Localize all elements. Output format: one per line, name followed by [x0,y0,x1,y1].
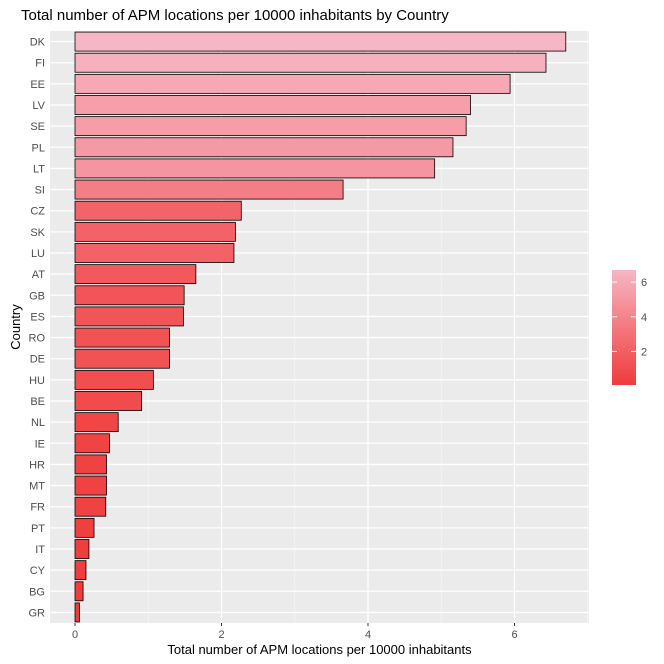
bar-gr [74,602,80,623]
y-tick-label: LV [32,100,45,112]
y-tick-label: DK [30,37,46,49]
y-tick-label: RO [29,333,46,345]
y-tick-label: LT [33,163,45,175]
y-tick-label: IE [35,438,45,450]
y-tick-label: FI [35,58,45,70]
y-tick-label: AT [32,269,46,281]
x-tick-label: 0 [72,629,78,641]
y-tick-label: MT [29,481,45,493]
y-tick-label: EE [30,79,45,91]
legend-tick-label: 6 [641,277,647,289]
y-tick-label: IT [35,544,45,556]
bar-sk [74,221,236,242]
bar-es [74,306,184,327]
bar-at [74,264,197,285]
bar-ee [74,73,511,94]
bar-cz [74,200,242,221]
y-tick-label: BG [29,586,45,598]
y-tick-label: CY [30,565,46,577]
y-tick-label: CZ [30,206,45,218]
bar-fi [74,52,547,73]
x-tick-label: 2 [218,629,224,641]
y-tick-label: PT [31,523,45,535]
chart-title: Total number of APM locations per 10000 … [21,7,449,24]
y-tick-label: BE [30,396,45,408]
y-tick-label: HU [29,375,45,387]
x-tick-label: 6 [511,629,517,641]
bar-se [74,116,467,137]
bar-gb [74,285,185,306]
y-tick-label: HR [29,459,45,471]
legend-tick-label: 2 [641,346,647,358]
legend-colorbar [612,270,636,385]
bars [74,31,567,623]
bar-lt [74,158,436,179]
bar-de [74,348,170,369]
x-axis-title: Total number of APM locations per 10000 … [167,642,472,657]
bar-ie [74,433,110,454]
y-tick-label: SI [35,185,45,197]
bar-hr [74,454,107,475]
y-tick-label: PL [32,142,45,154]
y-tick-label: LU [31,248,45,260]
bar-mt [74,475,107,496]
x-tick-label: 4 [365,629,371,641]
y-tick-label: DE [30,354,45,366]
bar-pt [74,517,95,538]
y-tick-labels: DK FI EE LV SE PL LT SI CZ SK LU AT GB ES RO DE HU BE NL IE… [29,37,46,620]
y-tick-label: ES [30,311,45,323]
y-axis-title: Country [8,304,23,350]
bar-bg [74,581,84,602]
bar-it [74,539,90,559]
bar-lv [74,95,471,115]
y-tick-label: FR [30,502,45,514]
bar-pl [74,137,454,158]
color-legend: 2 4 6 [612,270,647,385]
y-tick-label: GR [29,607,46,619]
bar-si [74,179,344,200]
bar-lu [74,243,235,263]
y-tick-label: NL [31,417,45,429]
legend-tick-label: 4 [641,312,647,324]
bar-cy [74,560,87,581]
bar-fr [74,496,107,517]
bar-nl [74,412,119,433]
bar-dk [74,31,567,52]
y-tick-label: SE [30,121,45,133]
y-tick-label: SK [30,227,45,239]
y-tick-label: GB [29,290,45,302]
x-tick-labels: 0 2 4 6 [72,623,518,641]
bar-be [74,391,143,411]
bar-ro [74,327,170,348]
bar-hu [74,369,154,390]
